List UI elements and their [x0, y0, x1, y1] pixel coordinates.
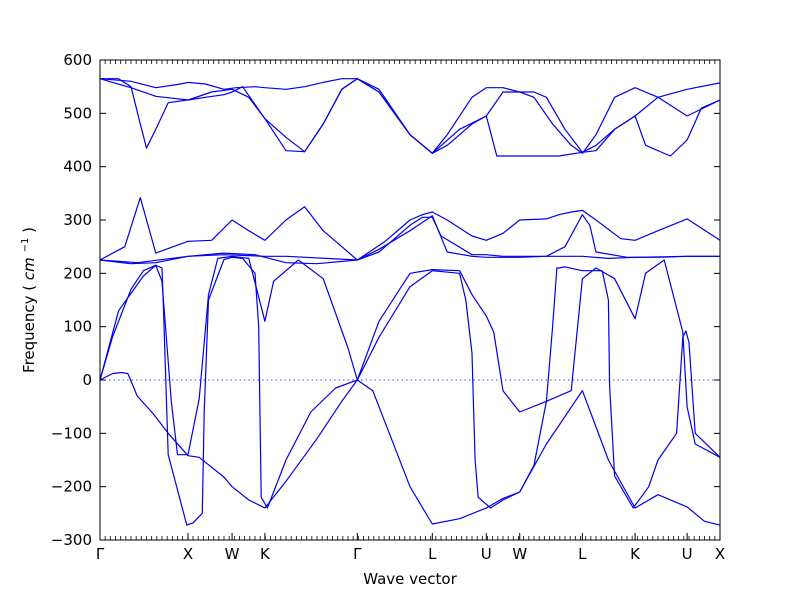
x-tick-label: U — [481, 545, 492, 563]
band-line-3 — [99, 256, 721, 526]
band-line-9 — [99, 78, 721, 154]
y-tick-label: 500 — [63, 104, 92, 122]
y-tick-label: 200 — [63, 264, 92, 282]
y-axis-label-text: Frequency — [20, 295, 38, 373]
x-tick-label: W — [512, 545, 527, 563]
y-tick-label: 400 — [63, 158, 92, 176]
band-line-1 — [99, 371, 721, 526]
x-tick-label: U — [682, 545, 693, 563]
x-tick-label: K — [260, 545, 271, 563]
x-tick-label: W — [225, 545, 240, 563]
x-tick-label: Γ — [353, 545, 362, 563]
y-tick-label: −200 — [51, 478, 92, 496]
y-axis-label-paren-open: ( — [20, 285, 38, 291]
band-line-5 — [99, 197, 720, 261]
x-tick-label: L — [578, 545, 587, 563]
x-tick-label: X — [715, 545, 725, 563]
y-tick-label: 300 — [63, 211, 92, 229]
y-axis-label-paren-close: ) — [20, 227, 38, 233]
y-tick-label: −300 — [51, 531, 92, 549]
band-line-2 — [99, 255, 721, 458]
y-axis-label-unit: cm — [20, 257, 38, 280]
y-tick-label: 0 — [82, 371, 92, 389]
x-tick-label: X — [183, 545, 193, 563]
band-line-7 — [100, 78, 721, 157]
band-line-4 — [99, 209, 721, 265]
series-layer — [99, 78, 721, 526]
x-tick-label: L — [428, 545, 437, 563]
x-tick-label: K — [630, 545, 641, 563]
y-axis-label-unit-exp: −1 — [20, 238, 31, 253]
band-line-6 — [99, 215, 720, 264]
y-tick-label: −100 — [51, 424, 92, 442]
y-tick-label: 100 — [63, 318, 92, 336]
x-tick-label: Γ — [96, 545, 105, 563]
band-line-8 — [99, 78, 721, 154]
x-axis-label: Wave vector — [363, 570, 457, 588]
y-tick-label: 600 — [63, 51, 92, 69]
y-axis-label: Frequency ( cm −1 ) — [14, 227, 38, 373]
plot-frame — [99, 59, 721, 541]
